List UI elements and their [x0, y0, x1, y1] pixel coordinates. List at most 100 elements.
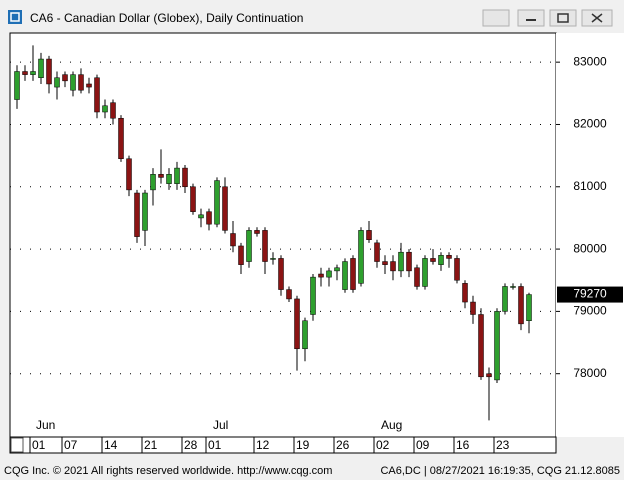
candle-body — [22, 71, 28, 75]
footer — [0, 462, 624, 480]
x-tick-label: 21 — [144, 438, 158, 452]
candle-body — [286, 289, 292, 300]
x-tick-label: 12 — [256, 438, 270, 452]
maximize-button[interactable] — [549, 9, 577, 27]
candle-body — [398, 251, 404, 272]
x-tick-label: 23 — [496, 438, 510, 452]
candle-body — [238, 245, 244, 265]
candle-body — [526, 294, 532, 321]
candle-body — [414, 267, 420, 287]
footer-left: CQG Inc. © 2021 All rights reserved worl… — [4, 465, 332, 477]
candle-body — [302, 320, 308, 350]
candle-body — [358, 230, 364, 284]
x-tick-label: 28 — [184, 438, 198, 452]
candle-body — [518, 286, 524, 325]
footer-right: CA6,DC | 08/27/2021 16:19:35, CQG 21.12.… — [380, 465, 620, 477]
y-tick-label: 78000 — [573, 366, 607, 380]
close-glyph — [591, 13, 603, 23]
candle-body — [254, 230, 260, 234]
plot-area — [9, 32, 557, 438]
candle-body — [350, 258, 356, 290]
app-icon — [8, 10, 22, 24]
candle-body — [430, 258, 436, 262]
candle-body — [70, 74, 76, 91]
candle-body — [246, 230, 252, 262]
candle-body — [126, 158, 132, 191]
candle-body — [230, 233, 236, 247]
candle-body — [118, 117, 124, 159]
candle-body — [222, 186, 228, 231]
candle-body — [454, 258, 460, 281]
price-axis — [556, 33, 624, 437]
y-tick-label: 80000 — [573, 241, 607, 255]
candle-body — [78, 74, 84, 91]
candle-body — [342, 261, 348, 290]
window-title: CA6 - Canadian Dollar (Globex), Daily Co… — [30, 11, 303, 25]
last-price-label: 79270 — [573, 287, 607, 301]
candle-body — [326, 270, 332, 278]
candle-body — [110, 102, 116, 119]
candle-body — [470, 301, 476, 315]
candle-body — [102, 105, 108, 113]
candle-body — [134, 192, 140, 237]
candle-body — [294, 298, 300, 350]
y-tick-label: 83000 — [573, 54, 607, 68]
candle-body — [262, 230, 268, 262]
x-tick-label: 09 — [416, 438, 430, 452]
month-label: Aug — [381, 418, 402, 432]
candle-body — [142, 192, 148, 231]
candle-body — [278, 258, 284, 290]
candle-body — [166, 174, 172, 184]
last-price-box — [557, 286, 623, 303]
candle-body — [478, 314, 484, 378]
x-tick-label: 01 — [208, 438, 222, 452]
candle-body — [390, 261, 396, 272]
candle-body — [94, 77, 100, 113]
y-tick-label: 81000 — [573, 179, 607, 193]
month-label: Jul — [213, 418, 228, 432]
candle-body — [382, 261, 388, 265]
candle-body — [46, 58, 52, 85]
candle-body — [30, 71, 36, 75]
candle-body — [86, 83, 92, 88]
x-tick-label: 02 — [376, 438, 390, 452]
candle-body — [214, 180, 220, 225]
candle-body — [366, 230, 372, 240]
candle-body — [190, 186, 196, 212]
minimize-button[interactable] — [517, 9, 545, 27]
candle-body — [310, 276, 316, 315]
candle-body — [174, 167, 180, 184]
candle-body — [54, 77, 60, 88]
link-button[interactable] — [482, 9, 510, 27]
candle-body — [62, 74, 68, 82]
candle-body — [446, 255, 452, 259]
maximize-glyph — [557, 13, 569, 23]
candle-body — [502, 286, 508, 312]
candle-body — [494, 311, 500, 381]
x-tick-label: 26 — [336, 438, 350, 452]
candle-body — [422, 258, 428, 287]
candle-body — [158, 174, 164, 178]
candle-body — [182, 167, 188, 188]
candle-body — [406, 251, 412, 272]
y-tick-label: 82000 — [573, 117, 607, 131]
candle-body — [318, 273, 324, 278]
candle-body — [150, 174, 156, 191]
month-label: Jun — [36, 418, 55, 432]
candle-body — [198, 214, 204, 219]
candle-body — [510, 286, 516, 288]
x-tick-label: 07 — [64, 438, 78, 452]
candle-body — [462, 283, 468, 303]
x-tick-label: 14 — [104, 438, 118, 452]
scroll-handle[interactable] — [10, 437, 24, 453]
x-tick-label: 19 — [296, 438, 310, 452]
candle-body — [14, 71, 20, 100]
time-axis — [9, 436, 557, 454]
candle-body — [374, 242, 380, 262]
candle-body — [486, 373, 492, 378]
candle-body — [438, 255, 444, 265]
x-tick-label: 16 — [456, 438, 470, 452]
x-tick-label: 01 — [32, 438, 46, 452]
